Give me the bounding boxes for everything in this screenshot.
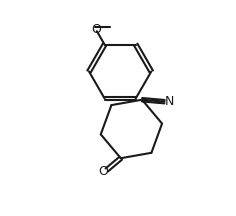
Text: O: O xyxy=(91,23,101,36)
Text: O: O xyxy=(98,165,108,178)
Text: N: N xyxy=(164,95,174,108)
